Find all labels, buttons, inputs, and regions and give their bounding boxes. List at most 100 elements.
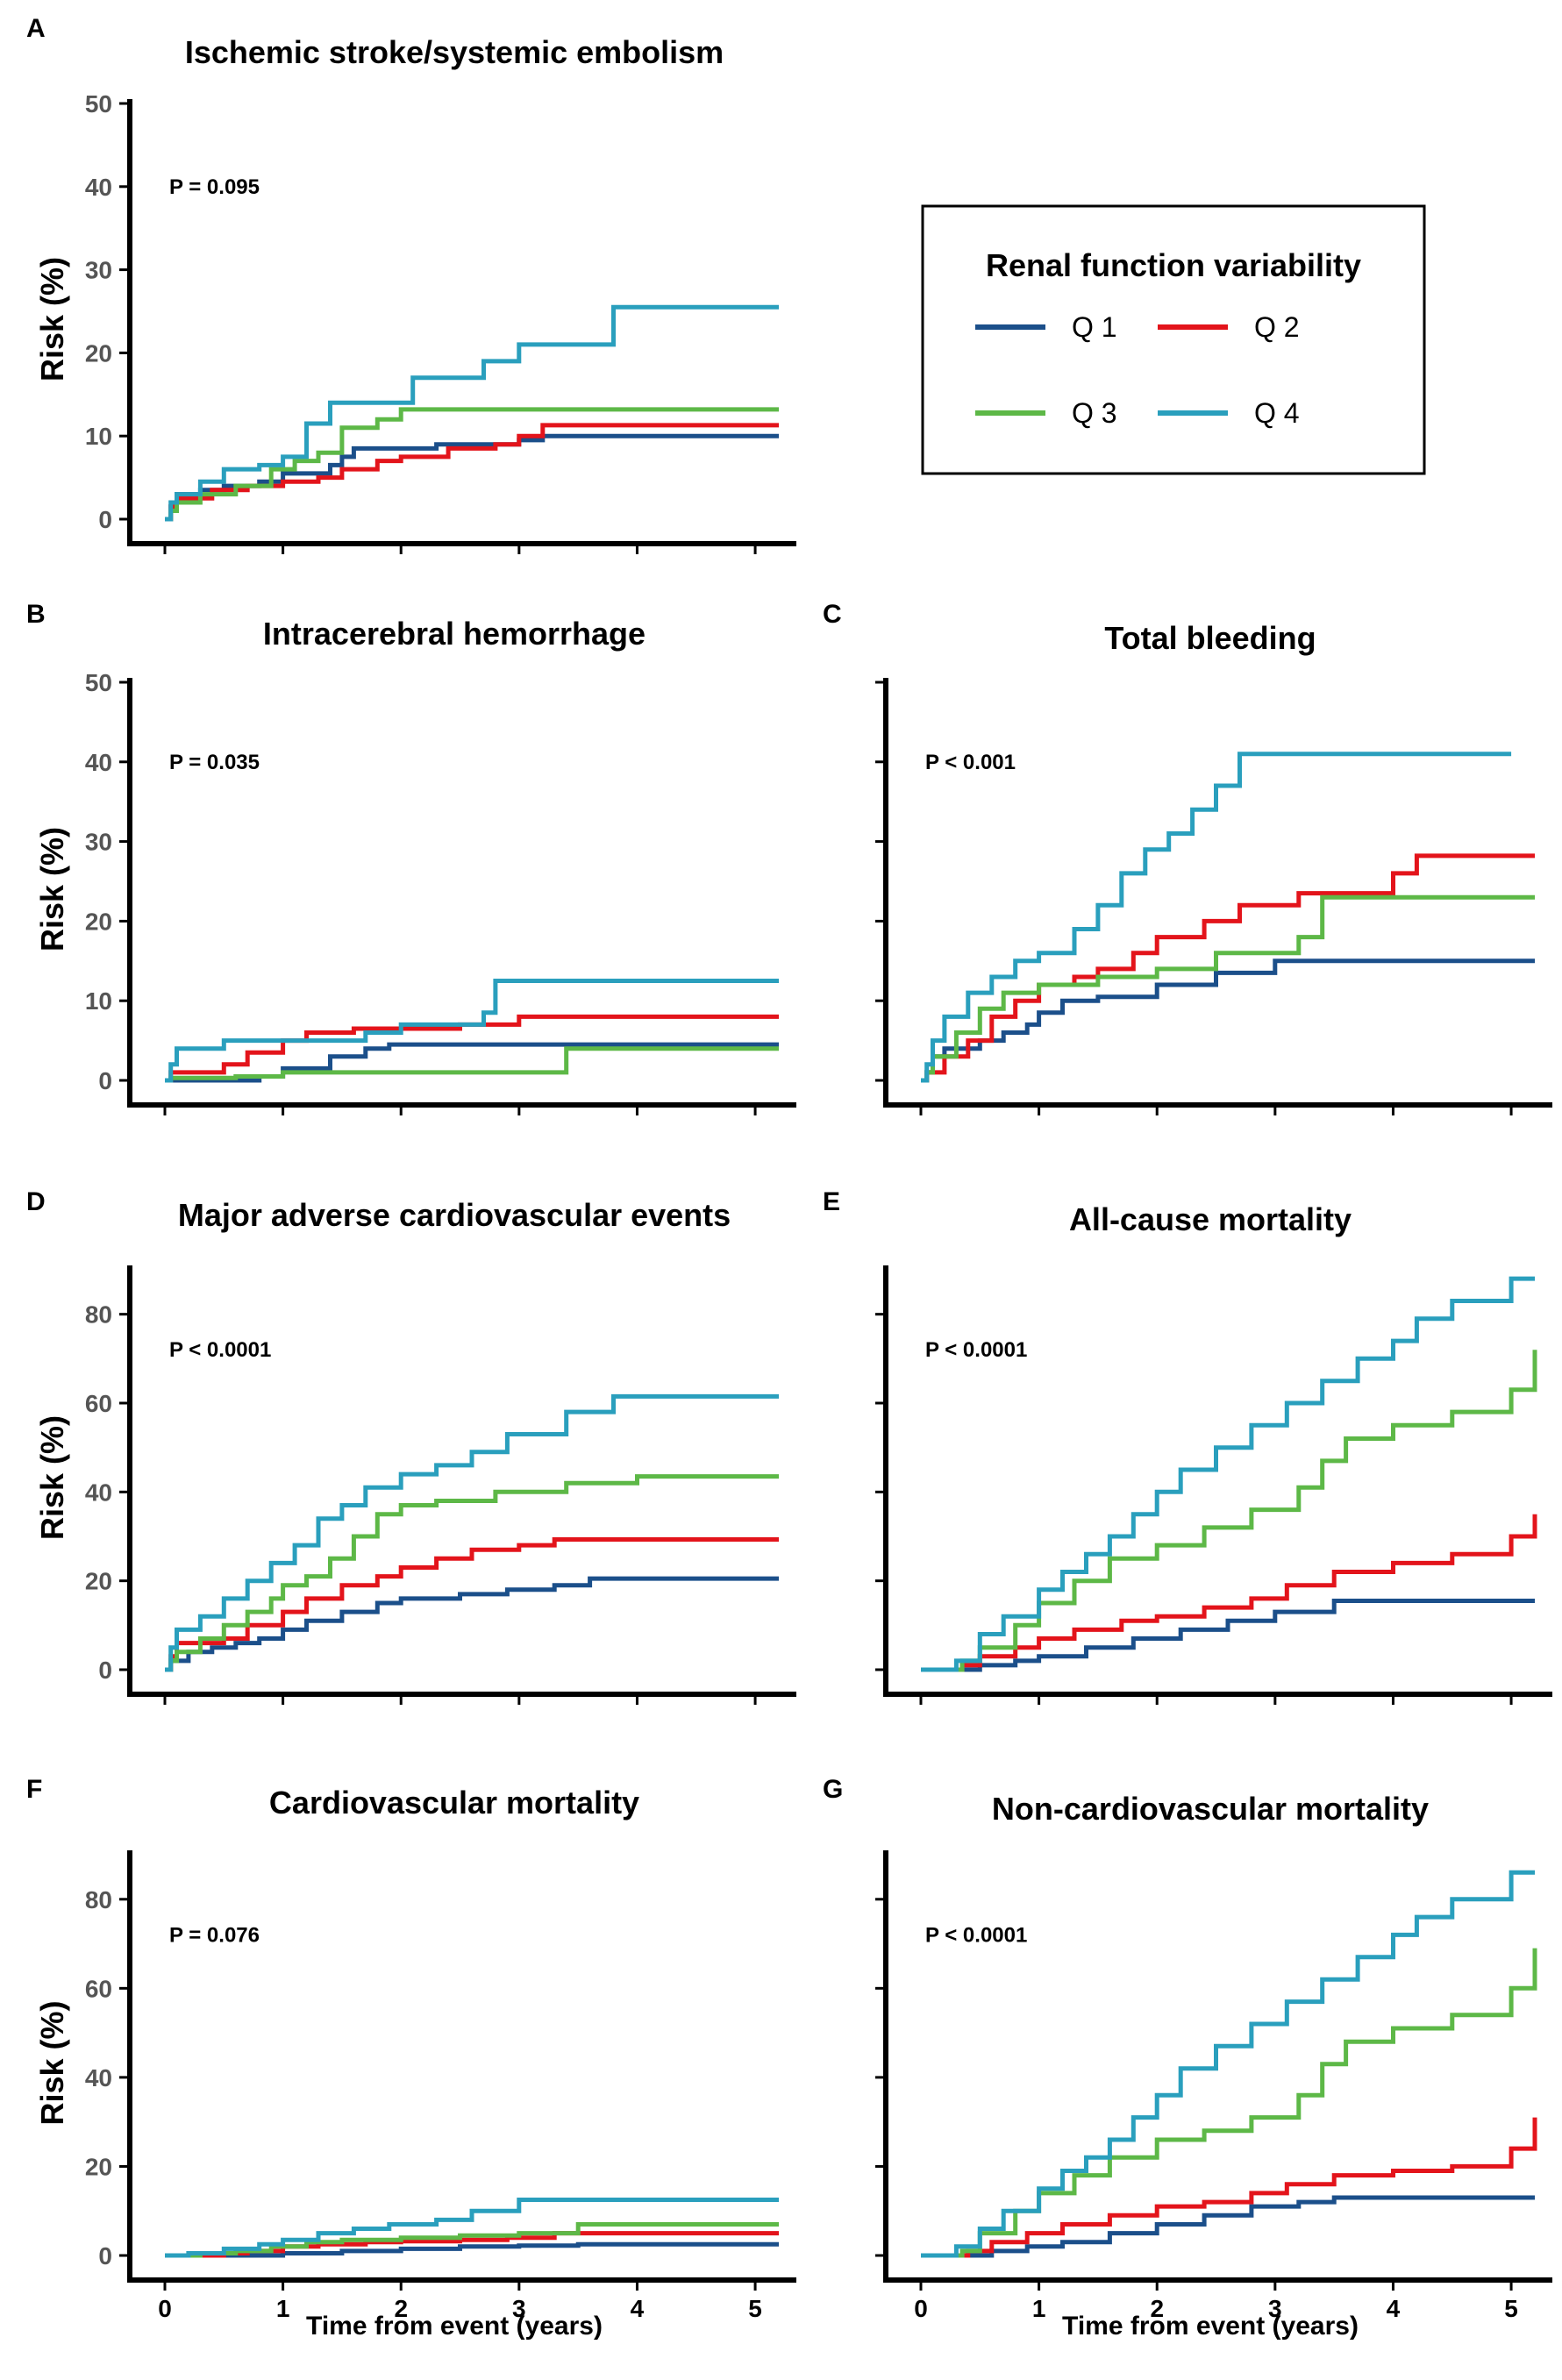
panel-letter: C [823,600,842,629]
p-value: P < 0.0001 [169,1338,271,1362]
legend-label-q4: Q 4 [1254,397,1300,429]
series-line-q4 [165,304,779,522]
series-line-q1 [165,1576,779,1672]
series-line-q2 [921,853,1535,1083]
x-tick-label: 1 [1032,2295,1046,2322]
panel-letter: F [26,1775,42,1804]
x-tick-label: 3 [512,2295,526,2322]
legend-label-q2: Q 2 [1254,311,1300,343]
series-line-q2 [921,1514,1537,1672]
legend-title: Renal function variability [986,247,1361,283]
series-line-q1 [165,2241,779,2258]
y-tick-label: 40 [85,1479,112,1506]
panel-c: C Total bleeding P < 0.001 [823,600,1552,1115]
panel-title: Non-cardiovascular mortality [992,1791,1429,1827]
series-line-q1 [165,1042,779,1083]
series-line-q4 [165,1393,779,1672]
x-tick-label: 0 [158,2295,172,2322]
panel-title: Major adverse cardiovascular events [178,1197,731,1233]
y-tick-label: 50 [85,90,112,118]
series-line-q2 [921,2117,1537,2258]
panel-f: F Cardiovascular mortality 0 20 40 60 80 0 1 2 3 4 5… [26,1775,796,2341]
x-tick-label: 0 [914,2295,928,2322]
panel-letter: D [26,1187,46,1216]
panel-letter: E [823,1187,840,1216]
p-value: P < 0.0001 [925,1923,1027,1947]
y-tick-label: 60 [85,1390,112,1417]
y-tick-label: 0 [98,2242,112,2270]
x-tick-label: 4 [631,2295,645,2322]
series-line-q4 [165,979,779,1083]
x-tick-label: 3 [1268,2295,1282,2322]
y-tick-label: 20 [85,2153,112,2180]
x-axis-label: Time from event (years) [306,2312,603,2341]
panel-e: E All-cause mortality P < 0.0001 [823,1187,1552,1705]
legend-box [921,204,1426,475]
x-tick-label: 5 [748,2295,762,2322]
y-tick-label: 30 [85,257,112,284]
y-tick-label: 20 [85,908,112,935]
y-tick-label: 0 [98,506,112,533]
series-line-q2 [165,1537,779,1672]
y-tick-label: 0 [98,1067,112,1094]
y-axis-label: Risk (%) [34,827,70,951]
x-tick-label: 2 [394,2295,408,2322]
panel-b: B Intracerebral hemorrhage 0 10 20 30 40 50 Risk… [26,600,796,1115]
y-tick-label: 30 [85,829,112,856]
x-tick-label: 5 [1504,2295,1518,2322]
y-tick-label: 20 [85,339,112,367]
series-line-q4 [165,2198,779,2258]
y-tick-label: 80 [85,1886,112,1913]
panel-title: Cardiovascular mortality [269,1785,639,1821]
panel-title: Intracerebral hemorrhage [263,616,645,652]
panel-title: Ischemic stroke/systemic embolism [185,34,724,70]
panel-letter: G [823,1775,843,1804]
panel-title: All-cause mortality [1069,1201,1352,1237]
panel-g: G Non-cardiovascular mortality 0 1 2 3 4 5 Time … [823,1775,1552,2341]
panel-letter: A [26,14,46,43]
x-tick-label: 4 [1387,2295,1401,2322]
p-value: P = 0.076 [169,1923,260,1947]
p-value: P = 0.035 [169,751,260,774]
x-tick-label: 1 [276,2295,290,2322]
x-tick-label: 2 [1150,2295,1164,2322]
series-line-q3 [165,1474,779,1672]
panel-a: A Ischemic stroke/systemic embolism 0 10 20 3… [26,14,796,554]
series-line-q4 [921,1276,1535,1672]
y-axis-label: Risk (%) [34,257,70,381]
y-axis-label: Risk (%) [34,1415,70,1540]
series-line-q3 [165,407,779,522]
series-line-q1 [921,2195,1535,2258]
panel-letter: B [26,600,46,629]
p-value: P = 0.095 [169,175,260,199]
x-axis-label: Time from event (years) [1062,2312,1359,2341]
series-line-q1 [921,1599,1535,1672]
series-line-q3 [921,1948,1537,2258]
legend-label-q3: Q 3 [1072,397,1117,429]
y-tick-label: 50 [85,669,112,696]
panel-title: Total bleeding [1104,620,1316,656]
y-axis-label: Risk (%) [34,2000,70,2125]
y-tick-label: 10 [85,423,112,450]
series-line-q4 [921,752,1512,1083]
y-tick-label: 10 [85,987,112,1015]
legend-label-q1: Q 1 [1072,311,1117,343]
y-tick-label: 40 [85,2064,112,2091]
panel-d: D Major adverse cardiovascular events 0 20 4… [26,1187,796,1705]
y-tick-label: 20 [85,1568,112,1595]
legend: Renal function variability Q 1 Q 2 Q 3 Q… [921,204,1426,475]
y-tick-label: 40 [85,174,112,201]
y-tick-label: 80 [85,1301,112,1329]
series-line-q3 [921,1350,1537,1672]
p-value: P < 0.0001 [925,1338,1027,1362]
y-tick-label: 60 [85,1975,112,2002]
series-line-q3 [165,2222,779,2258]
y-tick-label: 40 [85,749,112,776]
series-line-q3 [921,894,1535,1083]
series-line-q4 [921,1870,1535,2258]
p-value: P < 0.001 [925,751,1016,774]
series-line-q2 [165,423,779,522]
y-tick-label: 0 [98,1657,112,1684]
